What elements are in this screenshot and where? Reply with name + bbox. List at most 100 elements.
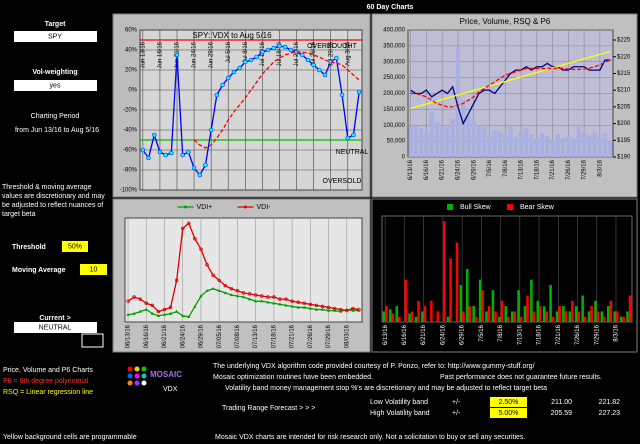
- bar: [568, 311, 572, 322]
- marker: [356, 89, 362, 95]
- marker: [302, 301, 307, 306]
- bar: [510, 311, 514, 322]
- marker: [247, 292, 252, 296]
- annotation: OVERBOUGHT: [307, 43, 358, 50]
- y-tick-label: -20%: [123, 108, 138, 114]
- plot-area: [124, 217, 363, 323]
- x-tick-label: 07/13/16: [253, 324, 259, 348]
- bar: [503, 133, 508, 157]
- marker: [211, 286, 215, 290]
- bar: [500, 300, 504, 322]
- bar: [549, 284, 552, 322]
- marker: [332, 306, 337, 311]
- y2-tick-label: $210: [617, 88, 631, 94]
- bar: [577, 311, 581, 322]
- x-tick-label: 6/21/16: [421, 324, 427, 345]
- bar: [594, 300, 597, 322]
- marker: [305, 57, 311, 63]
- y-tick-label: 150,000: [383, 107, 405, 113]
- bar: [508, 125, 513, 157]
- bar: [581, 295, 584, 322]
- bar: [587, 311, 591, 322]
- marker: [288, 47, 294, 53]
- bar: [576, 126, 581, 157]
- label: Current >: [39, 315, 70, 322]
- y2-tick-label: $190: [617, 155, 631, 161]
- bar: [526, 295, 529, 322]
- marker: [140, 147, 146, 153]
- label: Moving Average: [12, 267, 66, 274]
- bar: [518, 131, 524, 157]
- logo-dot: [134, 380, 140, 386]
- bar: [487, 306, 491, 322]
- bar: [555, 311, 559, 322]
- bar: [628, 295, 632, 322]
- marker: [214, 92, 220, 98]
- bar: [424, 130, 429, 157]
- marker: [175, 309, 179, 313]
- marker: [326, 308, 331, 312]
- x-tick-label: 07/29/16: [326, 324, 332, 348]
- label: Charting Period: [31, 113, 80, 120]
- x-tick-label: 06/16/16: [144, 324, 150, 348]
- bar: [529, 134, 534, 157]
- marker: [181, 313, 185, 317]
- marker: [156, 309, 161, 314]
- marker: [235, 289, 240, 293]
- vol-weighting: yes: [50, 82, 61, 89]
- x-tick-label: 7/21/16: [556, 324, 562, 345]
- marker: [284, 303, 288, 307]
- bar: [404, 279, 407, 322]
- bar: [429, 112, 434, 157]
- bar: [619, 316, 623, 322]
- bar: [626, 311, 629, 322]
- x-tick-label: 8/3/16: [597, 159, 603, 176]
- band-pct: 2.50%: [499, 399, 519, 406]
- marker: [339, 92, 345, 98]
- bar: [446, 316, 450, 322]
- marker: [265, 47, 271, 53]
- bar: [461, 99, 466, 157]
- bar: [542, 306, 546, 322]
- bar: [597, 137, 602, 157]
- x-tick-label: 7/5/16: [487, 159, 493, 176]
- y-tick-label: 100,000: [383, 123, 405, 129]
- marker: [272, 301, 276, 305]
- bar: [566, 136, 571, 157]
- bar: [539, 306, 542, 322]
- x-tick-label: 6/21/16: [440, 159, 446, 180]
- marker: [138, 309, 142, 313]
- bar: [571, 300, 574, 322]
- input-box: [62, 241, 88, 252]
- marker: [339, 309, 343, 313]
- logo-dot: [141, 380, 147, 386]
- moving-average: 10: [90, 266, 98, 273]
- bar: [583, 316, 587, 322]
- bar: [513, 136, 518, 157]
- marker: [311, 62, 316, 68]
- marker: [132, 295, 136, 299]
- label: Vol-weighting: [32, 69, 77, 76]
- status-box: [14, 322, 97, 333]
- marker: [278, 297, 282, 301]
- optimization: Mosaic optimization routines have been e…: [213, 374, 373, 381]
- bar: [455, 49, 461, 157]
- marker: [163, 152, 168, 158]
- bar: [539, 133, 545, 157]
- marker: [203, 162, 208, 168]
- line: [410, 50, 611, 110]
- y2-tick-label: $195: [617, 138, 631, 144]
- input-box: [490, 408, 527, 418]
- label: Threshold: [12, 244, 46, 251]
- marker: [191, 165, 197, 171]
- marker: [132, 311, 136, 315]
- bar: [504, 306, 507, 322]
- bar: [558, 306, 561, 322]
- logo-dot: [127, 380, 133, 386]
- bar: [389, 309, 392, 322]
- x-tick-label: Aug 3/16: [345, 41, 351, 66]
- bar: [507, 316, 510, 322]
- x-tick-label: Jul 26/16: [311, 41, 317, 66]
- x-tick-label: 7/18/16: [534, 159, 540, 180]
